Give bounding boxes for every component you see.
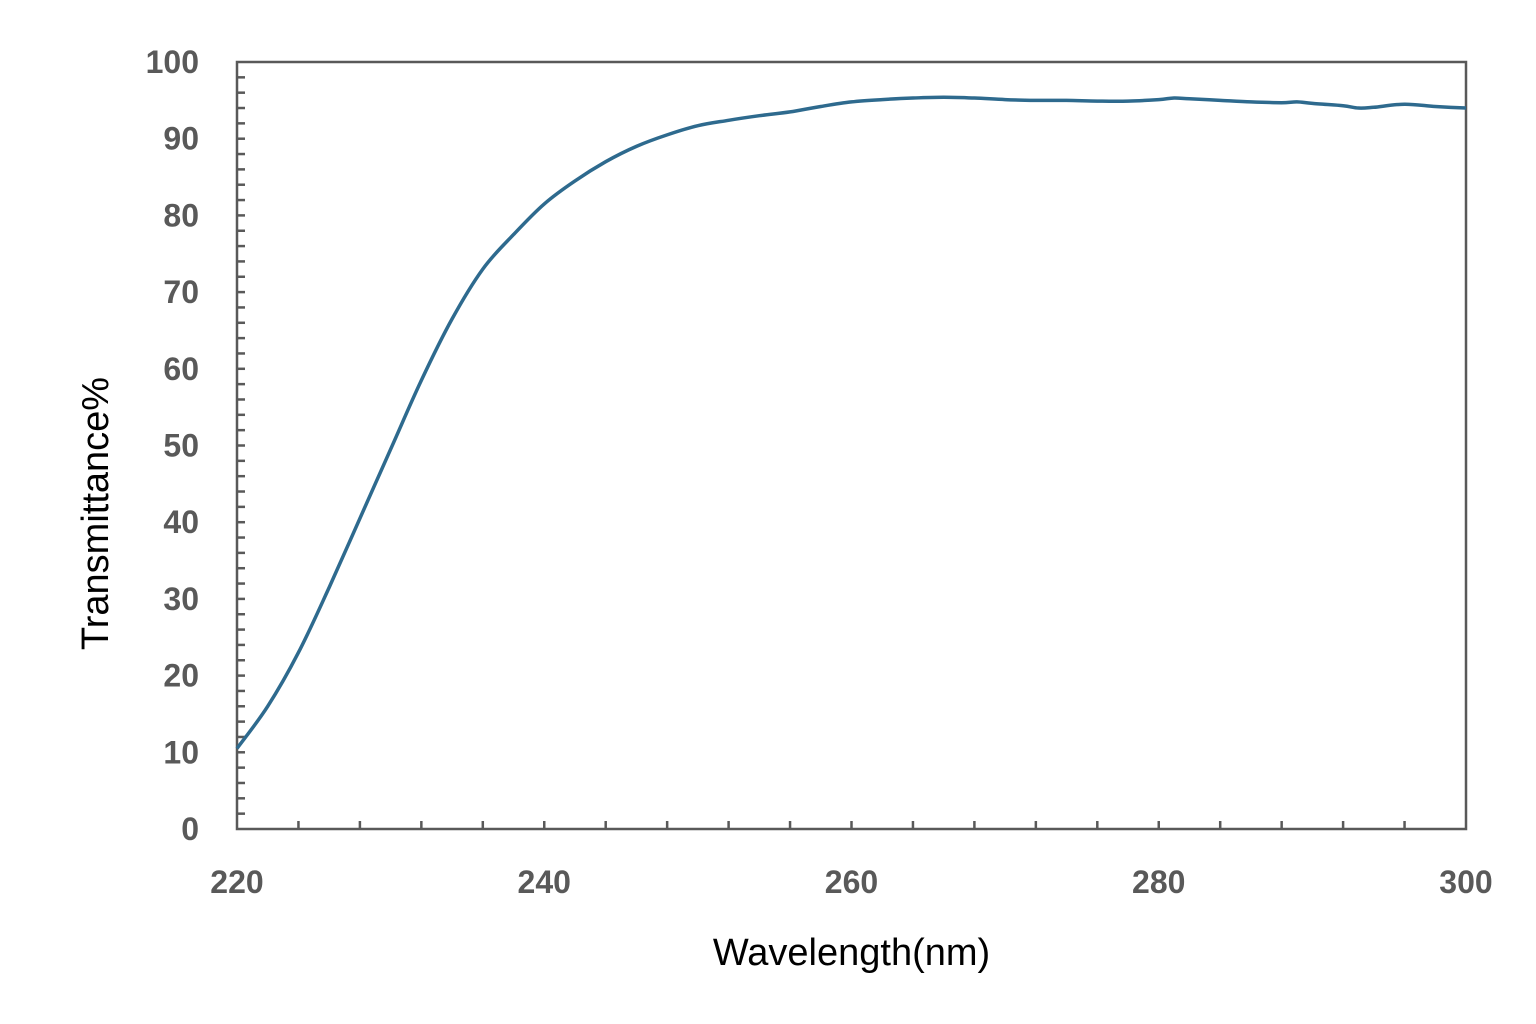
y-tick-label: 60 — [163, 351, 199, 387]
y-axis-title: Transmittance% — [75, 377, 117, 650]
y-tick-label: 30 — [163, 581, 199, 617]
plot-area — [235, 60, 1468, 831]
y-tick-label: 70 — [163, 274, 199, 310]
y-tick-label: 80 — [163, 197, 199, 233]
y-tick-label: 20 — [163, 658, 199, 694]
x-tick-label: 280 — [1132, 864, 1185, 900]
y-minor-ticks — [237, 76, 245, 815]
x-tick-label: 300 — [1439, 864, 1492, 900]
y-tick-label: 90 — [163, 121, 199, 157]
series-line — [235, 95, 1467, 750]
x-tick-label: 260 — [825, 864, 878, 900]
x-tick-labels: 220 240 260 280 300 — [210, 864, 1492, 900]
series-layer — [235, 95, 1467, 750]
x-axis-title: Wavelength(nm) — [713, 932, 990, 974]
y-tick-label: 50 — [163, 428, 199, 464]
x-minor-ticks — [297, 821, 1406, 829]
y-tick-labels: 0 10 20 30 40 50 60 70 80 90 100 — [146, 44, 199, 847]
y-tick-label: 100 — [146, 44, 199, 80]
x-tick-label: 220 — [210, 864, 263, 900]
y-tick-label: 40 — [163, 504, 199, 540]
y-tick-label: 0 — [181, 811, 199, 847]
x-tick-label: 240 — [518, 864, 571, 900]
y-tick-label: 10 — [163, 734, 199, 770]
